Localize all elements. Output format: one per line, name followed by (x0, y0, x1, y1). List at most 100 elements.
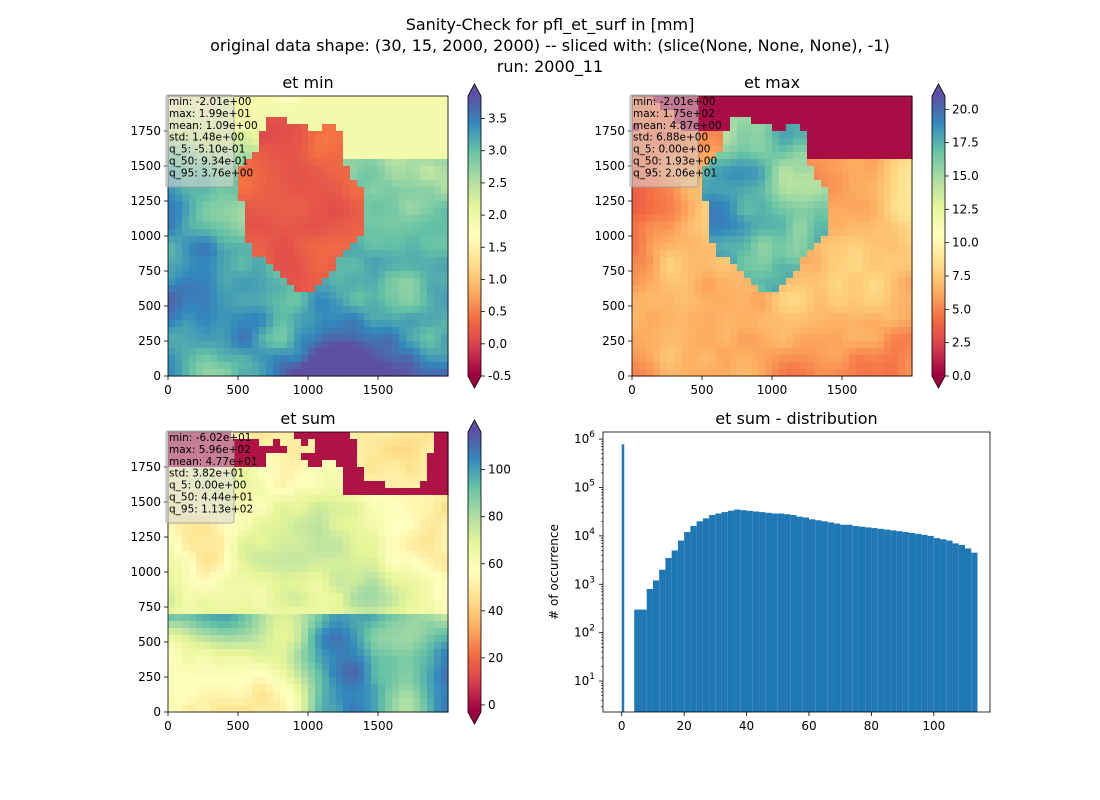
heatmap-cell (245, 138, 253, 146)
heatmap-cell (364, 285, 372, 293)
heatmap-cell (863, 110, 871, 118)
heatmap-cell (744, 131, 752, 139)
heatmap-cell (399, 313, 407, 321)
heatmap-cell (168, 299, 176, 307)
heatmap-cell (385, 614, 393, 622)
heatmap-cell (280, 145, 288, 153)
heatmap-cell (434, 138, 442, 146)
heatmap-cell (427, 460, 435, 468)
heatmap-cell (413, 488, 421, 496)
heatmap-cell (441, 516, 449, 524)
heatmap-cell (413, 635, 421, 643)
heatmap-cell (266, 201, 274, 209)
heatmap-cell (807, 264, 815, 272)
heatmap-cell (273, 131, 281, 139)
heatmap-cell (350, 236, 358, 244)
heatmap-cell (786, 320, 794, 328)
heatmap-cell (259, 495, 267, 503)
heatmap-cell (898, 152, 906, 160)
heatmap-cell (357, 593, 365, 601)
heatmap-cell (660, 341, 668, 349)
heatmap-cell (702, 236, 710, 244)
heatmap-cell (315, 229, 323, 237)
heatmap-cell (322, 649, 330, 657)
colorbar-segment (932, 260, 945, 265)
heatmap-cell (196, 334, 204, 342)
heatmap-cell (259, 502, 267, 510)
heatmap-cell (182, 649, 190, 657)
heatmap-cell (203, 264, 211, 272)
heatmap-cell (217, 271, 225, 279)
heatmap-cell (287, 278, 295, 286)
heatmap-cell (842, 166, 850, 174)
heatmap-cell (189, 334, 197, 342)
heatmap-cell (294, 278, 302, 286)
colorbar-segment (932, 316, 945, 321)
heatmap-cell (406, 446, 414, 454)
heatmap-cell (266, 369, 274, 377)
colorbar-segment (932, 264, 945, 269)
colorbar-tick-label: 15.0 (952, 169, 979, 183)
heatmap-cell (273, 544, 281, 552)
heatmap-cell (413, 285, 421, 293)
heatmap-cell (434, 208, 442, 216)
heatmap-cell (203, 320, 211, 328)
heatmap-cell (329, 523, 337, 531)
heatmap-cell (744, 327, 752, 335)
heatmap-cell (266, 131, 274, 139)
heatmap-cell (196, 327, 204, 335)
heatmap-cell (217, 691, 225, 699)
heatmap-cell (378, 642, 386, 650)
heatmap-cell (350, 439, 358, 447)
heatmap-cell (870, 355, 878, 363)
heatmap-cell (856, 264, 864, 272)
heatmap-cell (322, 124, 330, 132)
heatmap-cell (730, 236, 738, 244)
heatmap-cell (406, 439, 414, 447)
heatmap-cell (856, 327, 864, 335)
y-tick-label: 250 (138, 334, 161, 348)
heatmap-cell (301, 236, 309, 244)
heatmap-cell (294, 201, 302, 209)
heatmap-cell (238, 656, 246, 664)
heatmap-cell (203, 355, 211, 363)
heatmap-cell (350, 222, 358, 230)
heatmap-cell (863, 96, 871, 104)
heatmap-cell (828, 250, 836, 258)
heatmap-cell (371, 320, 379, 328)
heatmap-cell (737, 208, 745, 216)
heatmap-cell (343, 236, 351, 244)
heatmap-cell (350, 516, 358, 524)
heatmap-cell (709, 166, 717, 174)
heatmap-cell (632, 306, 640, 314)
heatmap-cell (434, 642, 442, 650)
heatmap-cell (392, 691, 400, 699)
heatmap-cell (758, 236, 766, 244)
heatmap-cell (238, 593, 246, 601)
heatmap-cell (315, 691, 323, 699)
heatmap-cell (786, 124, 794, 132)
heatmap-cell (182, 586, 190, 594)
heatmap-cell (315, 446, 323, 454)
y-tick-label: 250 (602, 334, 625, 348)
heatmap-cell (357, 96, 365, 104)
heatmap-cell (413, 362, 421, 370)
heatmap-cell (189, 607, 197, 615)
heatmap-cell (385, 628, 393, 636)
heatmap-cell (877, 124, 885, 132)
heatmap-cell (343, 474, 351, 482)
heatmap-cell (751, 159, 759, 167)
heatmap-cell (898, 250, 906, 258)
heatmap-cell (835, 243, 843, 251)
heatmap-cell (224, 222, 232, 230)
heatmap-cell (378, 236, 386, 244)
heatmap-cell (343, 334, 351, 342)
heatmap-cell (842, 264, 850, 272)
heatmap-cell (695, 131, 703, 139)
heatmap-cell (322, 621, 330, 629)
heatmap-cell (772, 145, 780, 153)
colorbar-segment (932, 208, 945, 213)
heatmap-cell (385, 250, 393, 258)
heatmap-cell (182, 642, 190, 650)
heatmap-cell (399, 201, 407, 209)
